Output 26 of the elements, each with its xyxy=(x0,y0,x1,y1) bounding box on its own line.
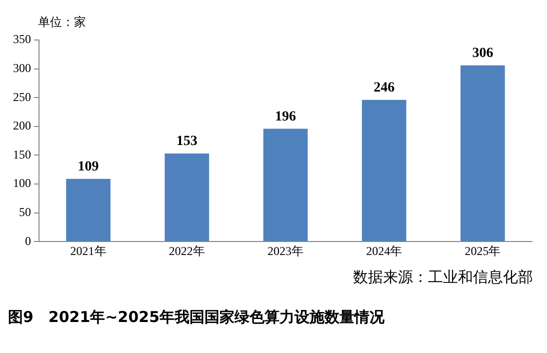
y-axis-title: 单位：家 xyxy=(38,14,86,31)
data-label: 196 xyxy=(275,109,296,124)
bar xyxy=(164,153,210,242)
source-note: 数据来源：工业和信息化部 xyxy=(353,268,533,287)
y-tick-label: 350 xyxy=(13,32,31,46)
bar xyxy=(263,128,308,242)
text: 图9 2021年~2025年我国国家绿色算力设施数量情况 xyxy=(8,308,385,327)
data-label: 153 xyxy=(176,134,198,150)
x-tick-label: 2021年 xyxy=(70,244,106,258)
y-tick-label: 50 xyxy=(19,204,31,219)
bar xyxy=(460,65,505,242)
data-label: 306 xyxy=(472,46,494,61)
x-tick-label: 2025年 xyxy=(464,244,501,258)
x-tick-label: 2023年 xyxy=(268,244,304,258)
y-tick-label: 0 xyxy=(25,234,31,248)
y-tick-label: 150 xyxy=(13,147,31,162)
data-label: 109 xyxy=(78,159,99,174)
bar xyxy=(66,178,110,242)
data-label: 246 xyxy=(374,80,395,96)
bar xyxy=(362,100,406,242)
y-tick-label: 100 xyxy=(13,176,31,190)
y-tick-label: 250 xyxy=(13,90,31,104)
y-tick-label: 300 xyxy=(13,60,31,75)
y-tick-label: 200 xyxy=(13,118,31,133)
x-tick-label: 2022年 xyxy=(168,244,205,258)
x-tick-label: 2024年 xyxy=(366,244,402,258)
